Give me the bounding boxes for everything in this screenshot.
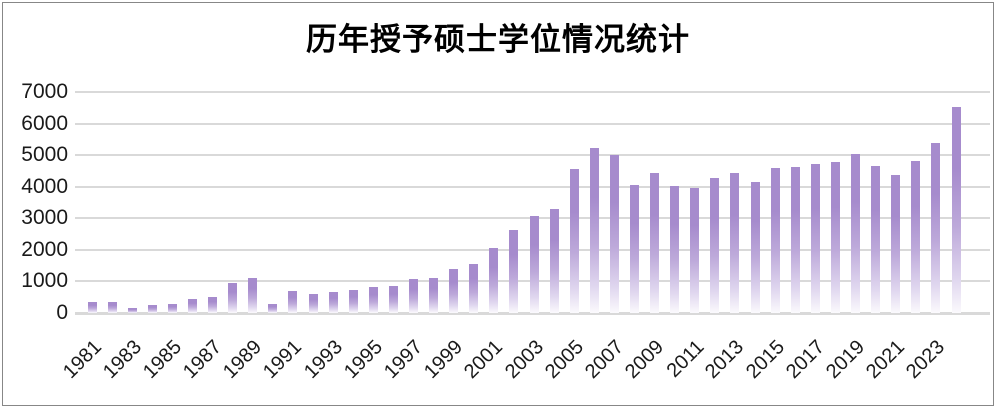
bar-1983	[127, 307, 137, 313]
bar-1996	[388, 285, 398, 313]
bar-2017	[810, 163, 820, 313]
y-tick-label: 2000	[21, 237, 68, 261]
bar-2018	[830, 162, 840, 313]
gridline	[75, 185, 990, 188]
gridline	[75, 91, 990, 93]
x-tick-label: 2005	[540, 336, 588, 384]
y-tick-label: 7000	[21, 80, 68, 103]
bar-1991	[288, 290, 298, 313]
bar-1998	[429, 278, 439, 313]
bar-2023	[931, 143, 941, 313]
bar-2010	[670, 185, 680, 313]
bar-1982	[107, 302, 117, 313]
bar-1989	[248, 278, 258, 313]
bar-2007	[609, 155, 619, 313]
bar-2015	[770, 167, 780, 313]
bar-1999	[449, 269, 459, 313]
y-tick-label: 5000	[21, 143, 68, 167]
bar-2014	[750, 181, 760, 313]
x-tick-label: 2003	[500, 336, 548, 384]
bar-1984	[147, 305, 157, 313]
x-tick-label: 2009	[621, 336, 669, 384]
bar-1993	[328, 292, 338, 313]
bar-1988	[228, 283, 238, 313]
x-tick-label: 1983	[98, 336, 146, 384]
y-tick-label: 3000	[21, 206, 68, 230]
x-tick-label: 1993	[299, 336, 347, 384]
y-tick-label: 4000	[21, 174, 68, 198]
x-tick-label: 2011	[662, 336, 709, 382]
bar-2012	[710, 177, 720, 313]
bar-2001	[489, 248, 499, 313]
x-tick-label: 2007	[580, 336, 628, 384]
bar-1985	[167, 303, 177, 313]
chart-title: 历年授予硕士学位情况统计	[306, 22, 690, 57]
x-tick-label: 1995	[339, 336, 387, 384]
bar-2005	[569, 169, 579, 313]
x-tick-label: 2001	[460, 336, 508, 384]
bar-1997	[408, 278, 418, 313]
bar-2011	[690, 187, 700, 313]
x-tick-label: 1989	[219, 336, 267, 384]
x-tick-label: 1991	[259, 336, 307, 384]
bar-2000	[469, 263, 479, 313]
x-tick-label: 1987	[179, 336, 227, 384]
x-tick-label: 2013	[701, 336, 749, 384]
bar-2019	[851, 153, 861, 313]
bar-2022	[911, 161, 921, 313]
x-tick-label: 1981	[58, 336, 106, 384]
y-tick-label: 6000	[21, 111, 68, 135]
x-axis-line	[75, 312, 990, 315]
bar-2013	[730, 173, 740, 313]
x-tick-label: 1985	[138, 336, 186, 384]
x-tick-label: 2019	[822, 336, 870, 384]
bar-2009	[650, 172, 660, 313]
bar-2002	[509, 229, 519, 313]
bar-1986	[187, 299, 197, 313]
x-tick-label: 2021	[862, 336, 910, 384]
y-tick-label: 0	[56, 301, 68, 324]
bar-1990	[268, 303, 278, 313]
bar-2006	[589, 147, 599, 313]
bar-1981	[87, 302, 97, 313]
gridline	[75, 154, 990, 157]
x-tick-label: 2015	[741, 336, 789, 384]
bar-2004	[549, 209, 559, 313]
bar-2020	[871, 166, 881, 313]
bar-2016	[790, 167, 800, 313]
x-tick-label: 1999	[420, 336, 468, 384]
y-tick-label: 1000	[21, 269, 68, 293]
bar-2008	[630, 184, 639, 313]
bar-2024	[951, 107, 961, 313]
x-tick-label: 2023	[902, 336, 950, 384]
x-tick-label: 2017	[781, 336, 829, 384]
bar-1987	[208, 296, 218, 313]
gridline	[75, 122, 990, 125]
bar-2021	[891, 175, 901, 313]
bar-1992	[308, 293, 318, 313]
x-tick-label: 1997	[380, 336, 428, 384]
bar-1995	[368, 287, 378, 313]
bar-2003	[529, 216, 539, 313]
bar-1994	[348, 289, 358, 313]
